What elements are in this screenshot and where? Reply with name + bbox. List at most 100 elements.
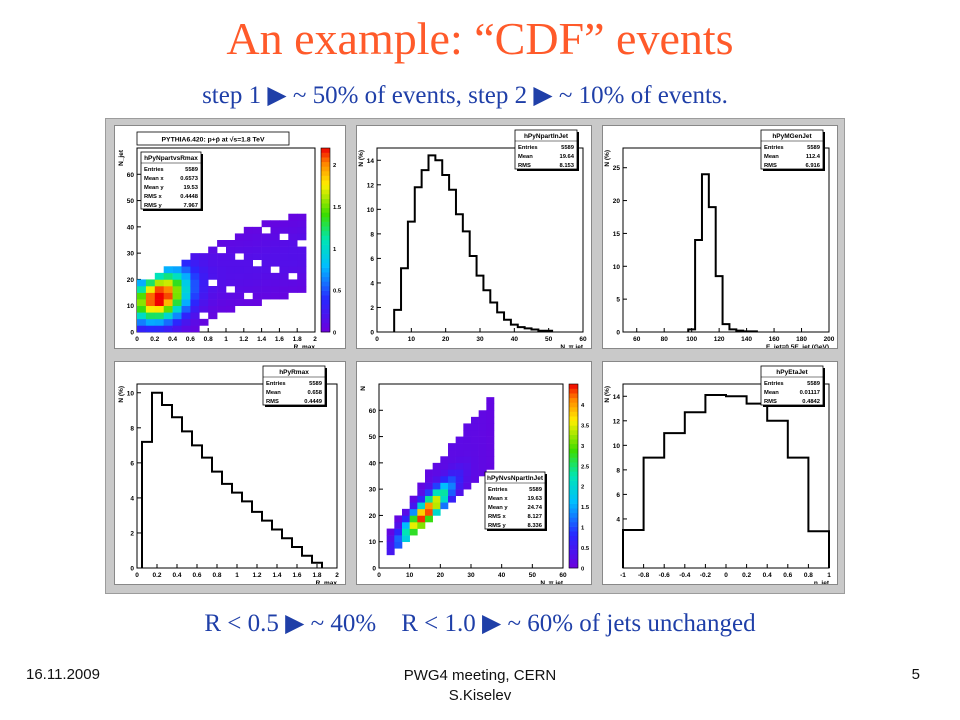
heatmap-cell bbox=[217, 253, 227, 261]
heatmap-cell bbox=[478, 456, 487, 464]
heatmap-cell bbox=[252, 226, 262, 234]
heatmap-cell bbox=[486, 436, 495, 444]
heatmap-cell bbox=[190, 272, 200, 280]
title-frame bbox=[136, 131, 290, 146]
histogram-bin bbox=[401, 268, 408, 332]
heatmap-cell bbox=[181, 272, 191, 280]
x-tick-label: 0.4 bbox=[763, 572, 772, 579]
y-tick-label: 10 bbox=[613, 443, 621, 450]
heatmap-cell bbox=[137, 318, 147, 326]
stats-frame bbox=[760, 365, 824, 406]
heatmap-cell bbox=[234, 233, 245, 241]
heatmap-cell bbox=[297, 272, 307, 280]
heatmap-cell bbox=[425, 495, 433, 503]
stats-value: 0.4448 bbox=[180, 194, 199, 200]
palette-tick-label: 2 bbox=[333, 163, 336, 169]
stats-value: 5589 bbox=[529, 487, 543, 493]
heatmap-cell bbox=[243, 286, 253, 293]
heatmap-cell bbox=[471, 436, 479, 444]
heatmap-cell bbox=[252, 279, 262, 287]
panel-npart-in-jet: 0 10 20 30 40 50 60 0 2 4 6 8 10 12 14 N_π jet N (%) hPyN… bbox=[356, 125, 592, 351]
heatmap-cell bbox=[463, 449, 472, 457]
x-tick-label: 0.8 bbox=[204, 336, 213, 343]
x-tick-label: 1 bbox=[224, 336, 228, 343]
heatmap-cell bbox=[252, 246, 262, 254]
heatmap-cell bbox=[279, 279, 289, 287]
palette-step bbox=[321, 313, 330, 319]
heatmap-cell bbox=[208, 246, 218, 254]
y-axis-label: N (%) bbox=[118, 386, 125, 403]
heatmap-cell bbox=[448, 456, 456, 464]
histogram-bin bbox=[422, 170, 429, 332]
palette-step bbox=[569, 434, 578, 440]
histogram-bin bbox=[435, 160, 442, 332]
histogram-bin bbox=[394, 310, 401, 332]
heatmap-cell bbox=[386, 548, 395, 556]
heatmap-cell bbox=[199, 272, 209, 280]
heatmap-cell bbox=[172, 272, 182, 280]
y-tick-label: 30 bbox=[127, 251, 135, 258]
heatmap-cell bbox=[471, 416, 479, 424]
heatmap-cell bbox=[154, 312, 164, 320]
heatmap-cell bbox=[455, 476, 464, 483]
palette-tick-label: 0.5 bbox=[333, 289, 342, 295]
stats-key: Mean bbox=[518, 154, 533, 160]
palette-step bbox=[321, 295, 330, 301]
heatmap-cell bbox=[288, 246, 298, 254]
heatmap-cell bbox=[208, 292, 218, 300]
histogram-bin bbox=[470, 256, 477, 332]
stats-name: hPyEtaJet bbox=[776, 369, 808, 376]
palette-step bbox=[321, 184, 330, 190]
heatmap-cell bbox=[154, 279, 164, 287]
heatmap-cell bbox=[199, 259, 209, 267]
y-tick-label: 6 bbox=[130, 460, 134, 467]
palette-step bbox=[321, 249, 330, 255]
palette-step bbox=[569, 503, 578, 509]
heatmap-cell bbox=[270, 292, 280, 300]
palette-step bbox=[321, 304, 330, 310]
heatmap-cell bbox=[199, 318, 209, 326]
heatmap-cell bbox=[440, 462, 449, 470]
heatmap-cell bbox=[154, 286, 164, 293]
heatmap-cell bbox=[478, 462, 487, 470]
stats-frame bbox=[140, 151, 202, 210]
histogram-bars bbox=[142, 393, 322, 568]
palette-step bbox=[321, 166, 330, 172]
heatmap-cell bbox=[163, 318, 173, 326]
palette-tick-label: 1.5 bbox=[581, 505, 590, 511]
axes: 0 0.2 0.4 0.6 0.8 1 1.2 1.4 1.6 1.8 2 0 2 4 6 8 10 R_max N… bbox=[118, 383, 339, 587]
histogram-bin bbox=[232, 493, 242, 568]
y-tick-label: 4 bbox=[130, 495, 134, 502]
stats-value: 5589 bbox=[561, 145, 575, 151]
heatmap-cell bbox=[234, 266, 245, 274]
axes: 0 10 20 30 40 50 60 0 2 4 6 8 10 12 14 N_π jet N (%) bbox=[358, 147, 587, 351]
histogram-bars bbox=[623, 395, 829, 568]
histogram-bin bbox=[705, 395, 726, 568]
heatmap-cell bbox=[432, 469, 441, 477]
histogram-bin bbox=[767, 421, 788, 568]
palette-step bbox=[569, 540, 578, 546]
x-tick-label: 1.4 bbox=[272, 572, 281, 579]
y-tick-label: 5 bbox=[616, 297, 620, 304]
stats-name: hPyMGenJet bbox=[772, 133, 812, 140]
histogram-bin bbox=[483, 290, 490, 332]
heatmap-cell bbox=[471, 469, 479, 477]
heatmap-cell bbox=[455, 482, 464, 490]
heatmap-cell bbox=[288, 266, 298, 274]
footer-meeting: PWG4 meeting, CERN bbox=[403, 667, 557, 684]
heatmap-cell bbox=[190, 305, 200, 313]
heatmap-cell bbox=[486, 456, 495, 464]
heatmap-cell bbox=[137, 312, 147, 320]
heatmap-cell bbox=[402, 508, 410, 516]
heatmap-cell bbox=[163, 292, 173, 300]
heatmap-cell bbox=[181, 305, 191, 313]
heatmap-title-box: PYTHIA6.420: p+p̄ at √s=1.8 TeV bbox=[136, 131, 290, 146]
palette-step bbox=[321, 244, 330, 250]
heatmap-cell bbox=[208, 299, 218, 307]
footer-page-number: 5 bbox=[911, 666, 920, 683]
heatmap-cell bbox=[190, 266, 200, 274]
x-tick-label: 0.8 bbox=[804, 572, 813, 579]
heatmap-cell bbox=[145, 299, 156, 307]
y-tick-label: 0 bbox=[370, 330, 374, 337]
x-tick-label: 1 bbox=[235, 572, 239, 579]
